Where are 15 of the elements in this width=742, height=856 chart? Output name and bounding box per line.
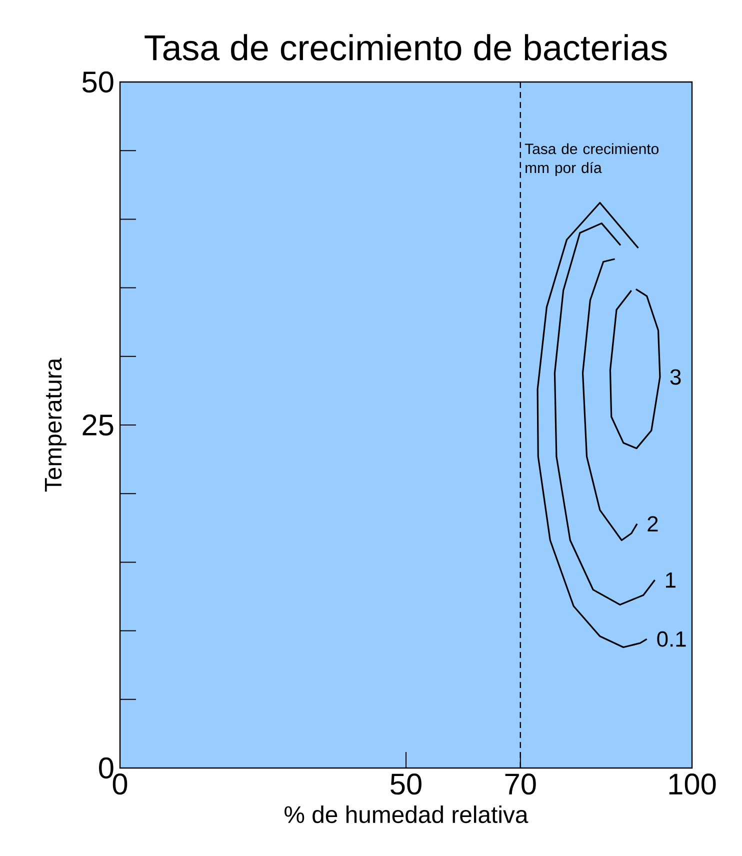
series-label: 1 — [666, 572, 676, 588]
y-tick-label: 25 — [82, 414, 114, 436]
x-tick-label: 70 — [505, 774, 536, 795]
y-axis-title: Temperatura — [44, 358, 66, 492]
x-axis-title: % de humedad relativa — [284, 806, 528, 824]
x-tick-label: 0 — [112, 774, 128, 795]
series-label: 0.1 — [657, 631, 686, 647]
x-tick-label: 50 — [390, 774, 422, 795]
y-tick-label: 50 — [82, 71, 114, 93]
annotation: Tasa de crecimiento mm por día — [524, 143, 659, 176]
series-label: 3 — [670, 369, 681, 385]
y-tick-label: 0 — [99, 757, 114, 779]
chart-title: Tasa de crecimiento de bacterias — [144, 34, 667, 60]
x-tick-label: 100 — [669, 774, 716, 795]
series-label: 2 — [648, 516, 658, 532]
